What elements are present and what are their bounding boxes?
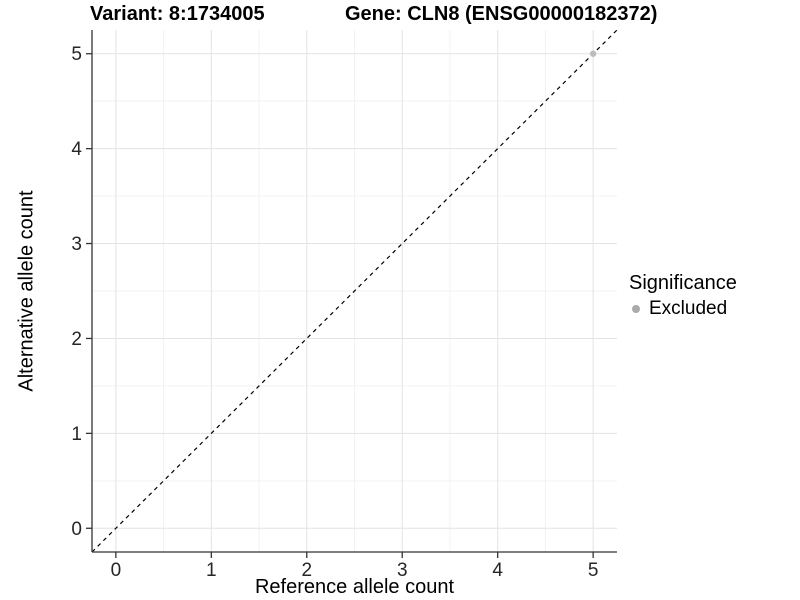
data-point-excluded: [589, 50, 597, 57]
x-tick-label: 1: [206, 560, 217, 581]
plot-title-variant: Variant: 8:1734005: [90, 3, 265, 25]
y-axis-title: Alternative allele count: [15, 190, 38, 392]
y-tick-label: 2: [71, 329, 82, 350]
identity-reference-line: [91, 29, 618, 553]
y-tick-label: 4: [71, 139, 82, 160]
y-tick-label: 1: [71, 424, 82, 445]
y-tick-label: 5: [71, 44, 82, 65]
legend-point-icon: [632, 305, 640, 313]
x-tick-label: 4: [492, 560, 503, 581]
x-axis-title: Reference allele count: [254, 576, 454, 598]
legend: Significance Excluded: [628, 272, 737, 320]
x-tick-label: 3: [397, 560, 408, 581]
legend-entry-excluded: Excluded: [628, 298, 737, 320]
x-tick-label: 5: [588, 560, 599, 581]
y-tick-label: 3: [71, 234, 82, 255]
x-tick-label: 2: [301, 560, 312, 581]
x-tick-label: 0: [111, 560, 122, 581]
legend-entry-label: Excluded: [649, 298, 728, 319]
y-tick-label: 0: [71, 519, 82, 540]
plot-title-gene: Gene: CLN8 (ENSG00000182372): [345, 3, 658, 25]
legend-title: Significance: [629, 272, 737, 294]
